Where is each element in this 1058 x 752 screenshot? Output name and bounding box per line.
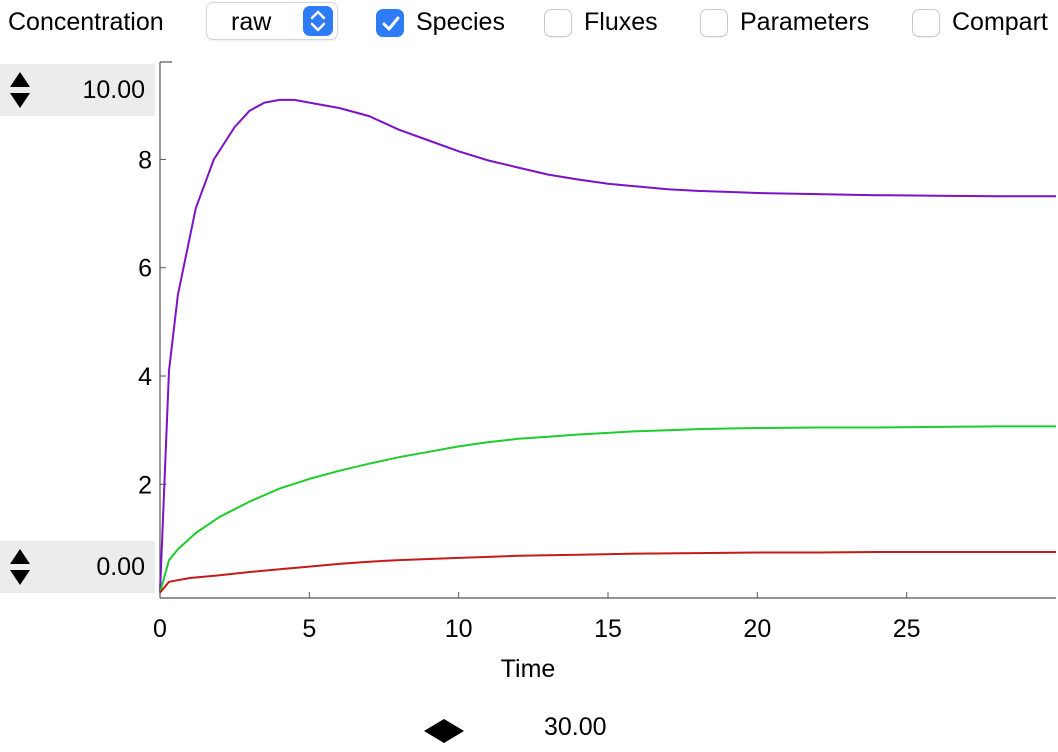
- x-tick-label: 0: [153, 615, 167, 643]
- x-axis-label: Time: [501, 655, 556, 683]
- x-tick-label: 25: [893, 615, 921, 643]
- x-tick-label: 20: [743, 615, 771, 643]
- x-tick-label: 5: [302, 615, 316, 643]
- y-ticks: 2 4 6 8: [138, 146, 166, 499]
- x-ticks: 0 5 10 15 20 25: [153, 592, 921, 643]
- up-down-arrows-icon[interactable]: [6, 547, 34, 587]
- y-tick-label: 8: [138, 146, 152, 174]
- y-tick-label: 4: [138, 363, 152, 391]
- y-tick-label: 6: [138, 255, 152, 283]
- x-tick-label: 10: [445, 615, 473, 643]
- y-max-spinner[interactable]: 10.00: [0, 64, 155, 116]
- up-down-chevron-icon: [303, 6, 333, 36]
- y-tick-label: 2: [138, 471, 152, 499]
- series-layer: [159, 98, 1056, 594]
- up-down-arrows-icon[interactable]: [6, 70, 34, 110]
- time-slider-value[interactable]: 30.00: [544, 713, 607, 741]
- checkmark-icon: [382, 16, 400, 31]
- compartments-label: Compart: [952, 8, 1048, 36]
- y-min-spinner[interactable]: 0.00: [0, 541, 155, 593]
- species-label: Species: [416, 8, 505, 36]
- concentration-mode-select[interactable]: raw: [206, 2, 338, 40]
- select-value: raw: [231, 8, 272, 36]
- species-checkbox[interactable]: [376, 9, 404, 37]
- compartments-checkbox[interactable]: [912, 9, 940, 37]
- concentration-label: Concentration: [8, 8, 164, 36]
- slider-diamond-icon[interactable]: [423, 718, 465, 749]
- parameters-checkbox[interactable]: [700, 9, 728, 37]
- series-line-2: [159, 425, 1056, 593]
- toolbar: Concentration raw Species Fluxes Paramet…: [0, 0, 1058, 50]
- fluxes-checkbox[interactable]: [544, 9, 572, 37]
- fluxes-label: Fluxes: [584, 8, 658, 36]
- x-tick-label: 15: [594, 615, 622, 643]
- y-min-value[interactable]: 0.00: [96, 553, 145, 581]
- parameters-label: Parameters: [740, 8, 870, 36]
- series-line-3: [159, 551, 1056, 594]
- series-line-1: [159, 98, 1056, 593]
- y-max-value[interactable]: 10.00: [82, 76, 145, 104]
